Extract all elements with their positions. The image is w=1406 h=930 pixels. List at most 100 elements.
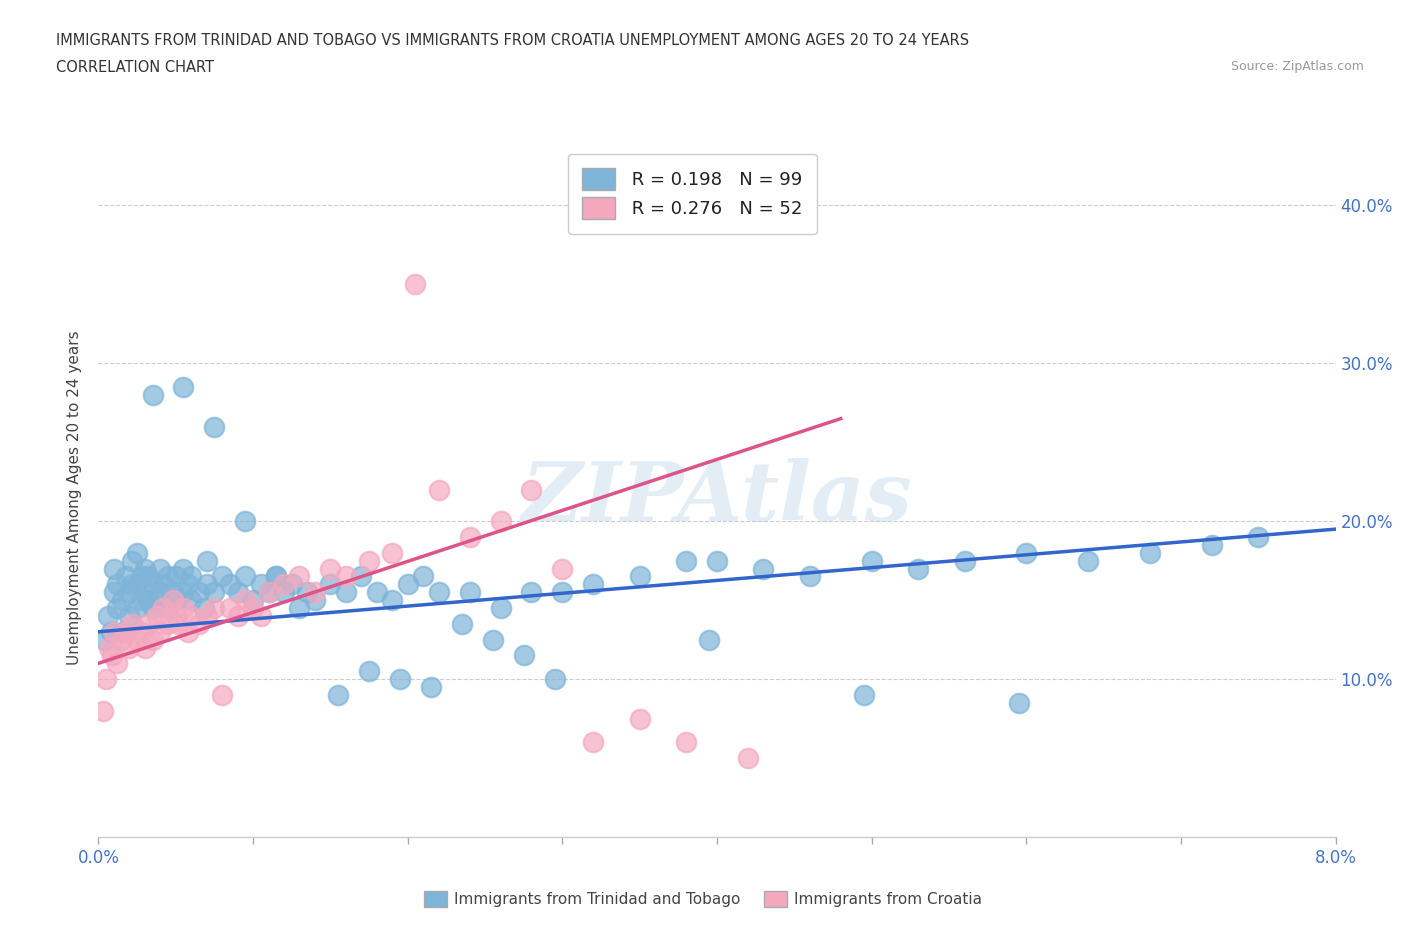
Immigrants from Croatia (162, 592, 184, 607)
Immigrants from Croatia (167, 617, 190, 631)
Immigrants from Trinidad and Tobago (257, 585, 280, 600)
Immigrants from Croatia (149, 624, 172, 639)
Immigrants from Croatia (152, 601, 174, 616)
Immigrants from Trinidad and Tobago (105, 601, 128, 616)
Legend:  R = 0.198   N = 99,  R = 0.276   N = 52: R = 0.198 N = 99, R = 0.276 N = 52 (568, 153, 817, 233)
Immigrants from Croatia (304, 585, 326, 600)
Immigrants from Trinidad and Tobago (458, 585, 481, 600)
Immigrants from Trinidad and Tobago (582, 577, 605, 591)
Immigrants from Trinidad and Tobago (162, 585, 184, 600)
Immigrants from Trinidad and Tobago (281, 577, 304, 591)
Immigrants from Croatia (226, 608, 249, 623)
Immigrants from Trinidad and Tobago (953, 553, 976, 568)
Immigrants from Trinidad and Tobago (127, 545, 149, 560)
Immigrants from Croatia (157, 617, 180, 631)
Immigrants from Trinidad and Tobago (226, 585, 249, 600)
Immigrants from Trinidad and Tobago (146, 592, 169, 607)
Immigrants from Croatia (165, 608, 187, 623)
Immigrants from Trinidad and Tobago (131, 569, 153, 584)
Immigrants from Croatia (142, 632, 165, 647)
Immigrants from Trinidad and Tobago (180, 569, 202, 584)
Immigrants from Trinidad and Tobago (121, 577, 143, 591)
Immigrants from Croatia (134, 640, 156, 655)
Immigrants from Trinidad and Tobago (359, 664, 381, 679)
Immigrants from Trinidad and Tobago (152, 577, 174, 591)
Immigrants from Trinidad and Tobago (412, 569, 434, 584)
Immigrants from Trinidad and Tobago (799, 569, 821, 584)
Immigrants from Trinidad and Tobago (273, 585, 295, 600)
Immigrants from Trinidad and Tobago (172, 379, 194, 394)
Immigrants from Trinidad and Tobago (326, 687, 350, 702)
Immigrants from Croatia (127, 632, 149, 647)
Immigrants from Trinidad and Tobago (131, 592, 153, 607)
Immigrants from Trinidad and Tobago (118, 608, 141, 623)
Immigrants from Croatia (172, 601, 194, 616)
Immigrants from Croatia (551, 561, 574, 576)
Immigrants from Trinidad and Tobago (1077, 553, 1099, 568)
Immigrants from Trinidad and Tobago (100, 624, 122, 639)
Immigrants from Croatia (115, 624, 138, 639)
Immigrants from Trinidad and Tobago (204, 585, 226, 600)
Immigrants from Croatia (359, 553, 381, 568)
Immigrants from Trinidad and Tobago (1139, 545, 1161, 560)
Text: Source: ZipAtlas.com: Source: ZipAtlas.com (1230, 60, 1364, 73)
Immigrants from Croatia (628, 711, 651, 726)
Immigrants from Trinidad and Tobago (675, 553, 697, 568)
Immigrants from Croatia (211, 687, 233, 702)
Immigrants from Trinidad and Tobago (97, 608, 120, 623)
Immigrants from Croatia (319, 561, 342, 576)
Immigrants from Croatia (489, 513, 512, 528)
Immigrants from Trinidad and Tobago (752, 561, 775, 576)
Immigrants from Trinidad and Tobago (180, 592, 202, 607)
Immigrants from Trinidad and Tobago (1007, 696, 1029, 711)
Immigrants from Trinidad and Tobago (195, 553, 218, 568)
Immigrants from Croatia (288, 569, 311, 584)
Immigrants from Trinidad and Tobago (1247, 529, 1270, 544)
Immigrants from Trinidad and Tobago (388, 671, 412, 686)
Immigrants from Trinidad and Tobago (419, 680, 441, 695)
Text: CORRELATION CHART: CORRELATION CHART (56, 60, 214, 75)
Immigrants from Trinidad and Tobago (396, 577, 419, 591)
Immigrants from Trinidad and Tobago (127, 601, 149, 616)
Text: IMMIGRANTS FROM TRINIDAD AND TOBAGO VS IMMIGRANTS FROM CROATIA UNEMPLOYMENT AMON: IMMIGRANTS FROM TRINIDAD AND TOBAGO VS I… (56, 33, 969, 47)
Immigrants from Trinidad and Tobago (157, 601, 180, 616)
Immigrants from Croatia (675, 735, 697, 750)
Immigrants from Trinidad and Tobago (266, 569, 288, 584)
Legend: Immigrants from Trinidad and Tobago, Immigrants from Croatia: Immigrants from Trinidad and Tobago, Imm… (418, 884, 988, 913)
Immigrants from Trinidad and Tobago (551, 585, 574, 600)
Immigrants from Croatia (405, 277, 427, 292)
Immigrants from Croatia (131, 624, 153, 639)
Immigrants from Trinidad and Tobago (142, 388, 165, 403)
Immigrants from Croatia (427, 483, 450, 498)
Immigrants from Trinidad and Tobago (165, 569, 187, 584)
Immigrants from Trinidad and Tobago (111, 592, 134, 607)
Immigrants from Trinidad and Tobago (288, 601, 311, 616)
Immigrants from Trinidad and Tobago (699, 632, 721, 647)
Immigrants from Trinidad and Tobago (350, 569, 373, 584)
Immigrants from Trinidad and Tobago (907, 561, 929, 576)
Immigrants from Croatia (121, 617, 143, 631)
Immigrants from Trinidad and Tobago (366, 585, 388, 600)
Immigrants from Trinidad and Tobago (127, 577, 149, 591)
Immigrants from Trinidad and Tobago (103, 561, 125, 576)
Immigrants from Trinidad and Tobago (235, 513, 257, 528)
Immigrants from Trinidad and Tobago (204, 419, 226, 434)
Immigrants from Croatia (91, 703, 114, 718)
Immigrants from Trinidad and Tobago (157, 569, 180, 584)
Immigrants from Croatia (188, 617, 211, 631)
Immigrants from Trinidad and Tobago (451, 617, 474, 631)
Immigrants from Trinidad and Tobago (427, 585, 450, 600)
Immigrants from Croatia (242, 601, 264, 616)
Immigrants from Croatia (195, 608, 218, 623)
Immigrants from Croatia (335, 569, 357, 584)
Immigrants from Trinidad and Tobago (250, 577, 273, 591)
Immigrants from Croatia (582, 735, 605, 750)
Immigrants from Trinidad and Tobago (118, 585, 141, 600)
Immigrants from Croatia (257, 585, 280, 600)
Immigrants from Croatia (177, 624, 200, 639)
Immigrants from Trinidad and Tobago (142, 601, 165, 616)
Immigrants from Croatia (118, 640, 141, 655)
Immigrants from Trinidad and Tobago (111, 624, 134, 639)
Immigrants from Croatia (520, 483, 543, 498)
Immigrants from Trinidad and Tobago (297, 585, 319, 600)
